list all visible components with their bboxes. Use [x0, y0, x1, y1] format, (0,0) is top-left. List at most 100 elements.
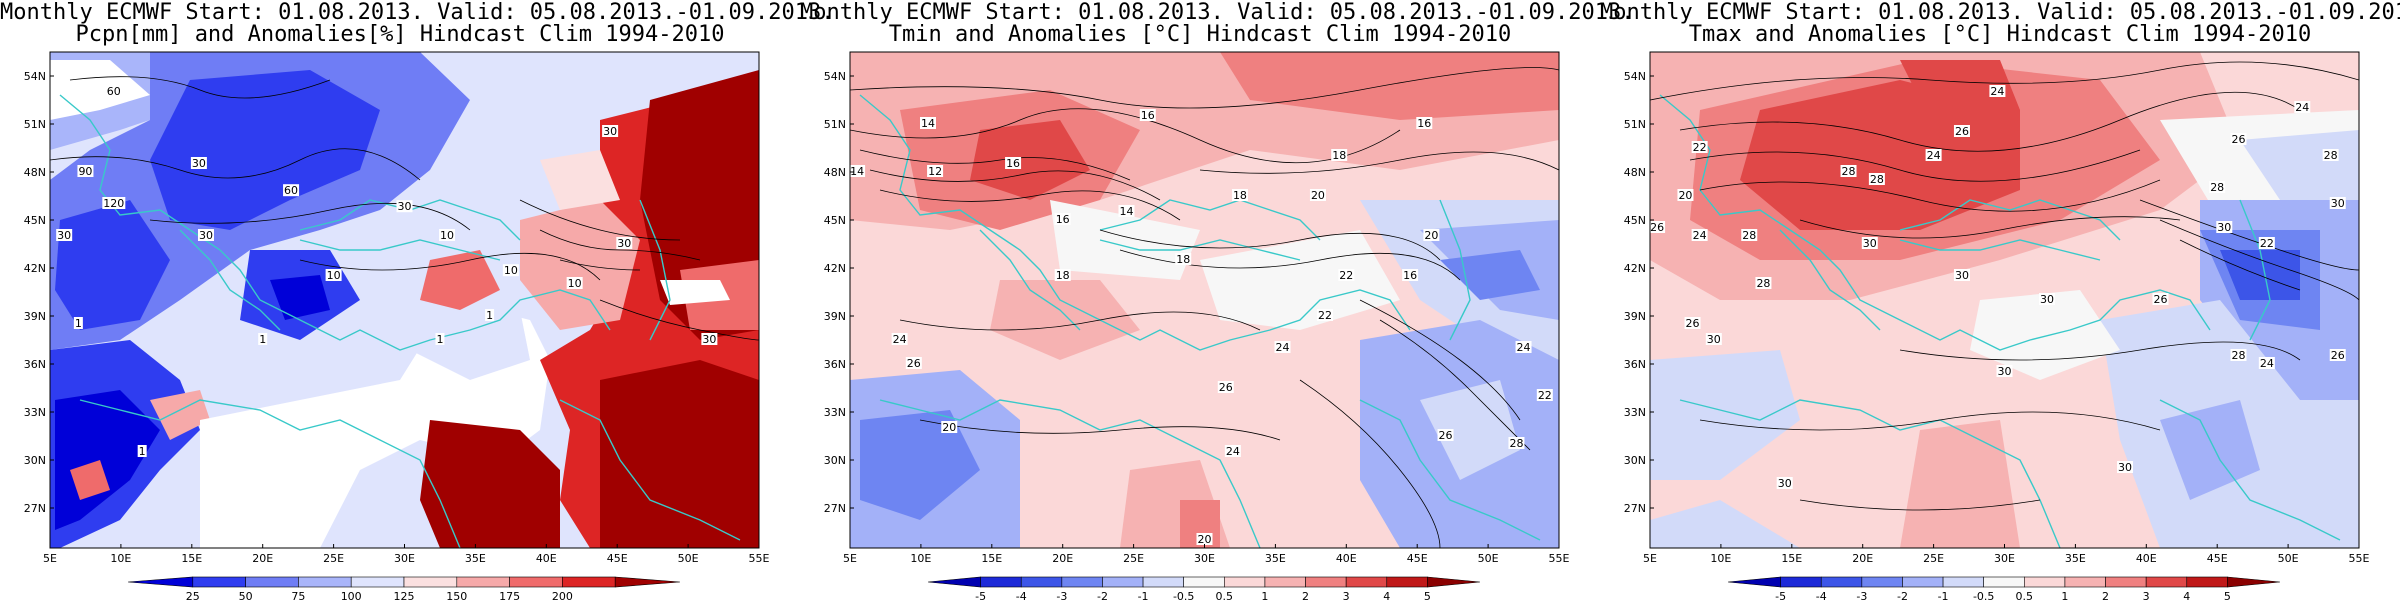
contour-label: 16: [1403, 269, 1417, 282]
colorbar-swatch: [2024, 576, 2066, 588]
y-tick-label: 42N: [1624, 262, 1646, 275]
contour-label-bg: [1309, 189, 1326, 201]
y-tick-label: 54N: [24, 70, 46, 83]
contour-labels: 24 26 24 22 24 26 28 28 28 20 28 30 26 24 28 30 30 22 30 28…: [1649, 85, 2346, 490]
y-tick-label: 45N: [824, 214, 846, 227]
contour-label: 10: [440, 229, 454, 242]
contour-label: 30: [1998, 365, 2012, 378]
colorbar-label: 75: [291, 590, 305, 600]
contour-label-bg: [1684, 317, 1701, 329]
contour-label: 30: [617, 237, 631, 250]
contour-label-bg: [1423, 229, 1440, 241]
colorbar-label: 25: [186, 590, 200, 600]
y-tick-label: 42N: [24, 262, 46, 275]
x-tick-label: 10E: [1710, 552, 1731, 565]
contour-label: 10: [504, 264, 518, 277]
contour-label-bg: [891, 333, 908, 345]
y-tick-label: 45N: [1624, 214, 1646, 227]
contour-label-bg: [1515, 341, 1532, 353]
x-tick-label: 30E: [394, 552, 415, 565]
colorbar-swatch: [350, 576, 405, 588]
x-tick-label: 15E: [1781, 552, 1802, 565]
x-tick-label: 35E: [2065, 552, 2086, 565]
contour-label: 26: [2231, 133, 2245, 146]
contour-label-bg: [1139, 109, 1156, 121]
y-tick-label: 30N: [824, 454, 846, 467]
contour-label-bg: [1224, 445, 1241, 457]
contour-label: 30: [2331, 197, 2345, 210]
contour-label: 30: [57, 229, 71, 242]
contour-label: 1: [436, 333, 443, 346]
colorbar-label: 4: [2183, 590, 2190, 600]
contour-label-bg: [1649, 221, 1666, 233]
contour-label: 20: [1678, 189, 1692, 202]
contour-label-bg: [2117, 461, 2134, 473]
contour-label-bg: [325, 269, 342, 281]
contour-label: 24: [1693, 229, 1707, 242]
colorbar-swatch: [980, 576, 1022, 588]
contour-label-bg: [1331, 149, 1348, 161]
contour-label: 22: [2260, 237, 2274, 250]
contour-label: 30: [2118, 461, 2132, 474]
contour-label-bg: [1996, 365, 2013, 377]
contour-label: 26: [907, 357, 921, 370]
contour-label-bg: [283, 184, 300, 197]
contour-label: 20: [1198, 533, 1212, 546]
y-axis-ticks: 54N 51N 48N 45N 42N 39N 36N 33N 30N 27N: [1624, 70, 1654, 515]
coastline: [1659, 94, 2341, 548]
contour-label-bg: [927, 165, 944, 177]
contour-label-bg: [2039, 293, 2056, 305]
contour-label: 30: [603, 125, 617, 138]
contour-label: 26: [1219, 381, 1233, 394]
contour-label-bg: [1840, 165, 1857, 177]
y-axis-ticks: 54N 51N 48N 45N 42N 39N 36N 33N 30N 27N: [824, 70, 854, 515]
contour-label: 28: [1870, 173, 1884, 186]
colorbar-label: 3: [1343, 590, 1350, 600]
contour-label-bg: [1402, 269, 1419, 281]
contour-label-bg: [1217, 381, 1234, 393]
x-tick-label: 30E: [1194, 552, 1215, 565]
contour-label-bg: [1691, 141, 1708, 153]
colorbar-label: 3: [2143, 590, 2150, 600]
contour-label: 60: [284, 184, 298, 197]
contour-label: 28: [1509, 437, 1523, 450]
contour-label: 28: [2231, 349, 2245, 362]
contour-label-bg: [941, 421, 958, 433]
colorbar-label: 5: [2224, 590, 2231, 600]
contour-label-bg: [849, 165, 866, 177]
colorbar-swatch: [1386, 576, 1428, 588]
y-tick-label: 30N: [1624, 454, 1646, 467]
y-tick-label: 36N: [824, 358, 846, 371]
contour-label-bg: [2258, 357, 2275, 369]
precip-map: 60 90 120 30 60 30 10 30 10 10 30 30 10 1 1 1 1 1 30 30 54N…: [24, 51, 770, 600]
colorbar-label: -4: [1816, 590, 1827, 600]
x-tick-label: 5E: [1643, 552, 1657, 565]
contour-label-bg: [1677, 189, 1694, 201]
contour-label-bg: [1196, 533, 1213, 545]
contour-label-bg: [1989, 85, 2006, 97]
contour-label: 1: [139, 445, 146, 458]
contour-label-bg: [258, 333, 268, 345]
contour-label-bg: [1508, 437, 1525, 449]
contour-label-bg: [2152, 293, 2169, 305]
contour-label-bg: [197, 229, 214, 241]
tmax-field: [1650, 52, 2359, 548]
contour-label: 24: [1990, 85, 2004, 98]
contour-label: 20: [942, 421, 956, 434]
contour-label-bg: [616, 237, 633, 249]
precip-field: [50, 52, 759, 548]
panel-tmax: Monthly ECMWF Start: 01.08.2013. Valid: …: [1600, 0, 2400, 600]
contour-label: 10: [327, 269, 341, 282]
contour-label: 16: [1417, 117, 1431, 130]
contour-label: 30: [2217, 221, 2231, 234]
y-tick-label: 39N: [824, 310, 846, 323]
panel-title-line2: Tmax and Anomalies [°C] Hindcast Clim 19…: [1688, 22, 2312, 47]
colorbar-swatch: [1861, 576, 1903, 588]
x-axis-ticks: 5E 10E 15E 20E 25E 30E 35E 40E 45E 50E 55E: [843, 544, 1570, 565]
colorbar-swatch: [298, 576, 352, 588]
colorbar: -5 -4 -3 -2 -1 -0.5 0.5 1 2 3 4 5: [1727, 576, 2281, 600]
panel-title-line1: Monthly ECMWF Start: 01.08.2013. Valid: …: [1600, 0, 2400, 25]
